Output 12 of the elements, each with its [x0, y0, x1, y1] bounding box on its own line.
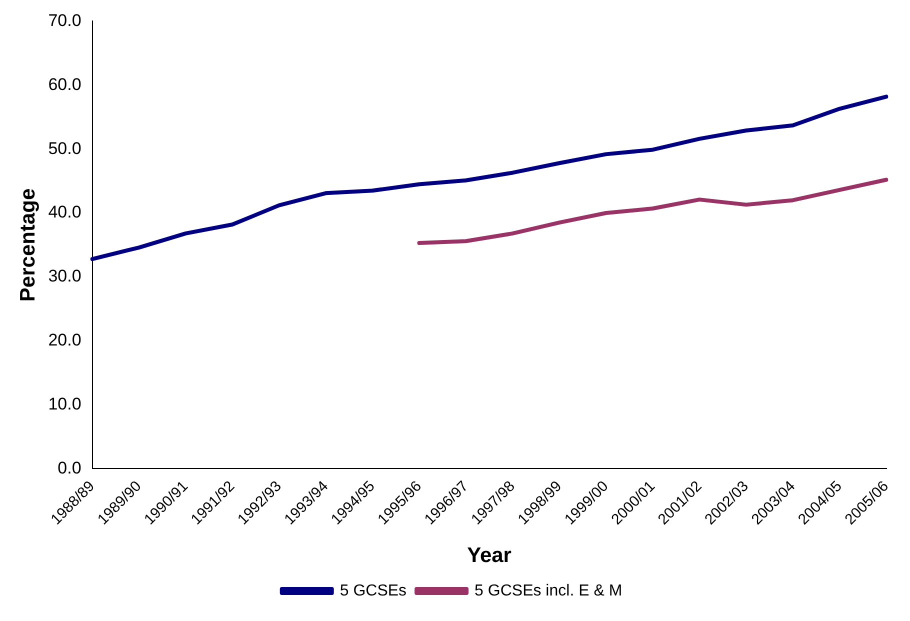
y-tick-label: 30.0 [48, 266, 82, 286]
legend-label: 5 GCSEs [340, 582, 407, 600]
y-axis-title: Percentage [16, 188, 40, 302]
legend-label: 5 GCSEs incl. E & M [474, 582, 622, 600]
y-tick-label: 50.0 [48, 138, 82, 158]
y-tick-label: 70.0 [48, 10, 82, 30]
y-tick-label: 40.0 [48, 202, 82, 222]
y-tick-label: 10.0 [48, 394, 82, 414]
y-tick-label: 0.0 [58, 458, 82, 478]
y-tick-label: 60.0 [48, 74, 82, 94]
x-axis-title: Year [467, 544, 512, 568]
y-tick-label: 20.0 [48, 330, 82, 350]
